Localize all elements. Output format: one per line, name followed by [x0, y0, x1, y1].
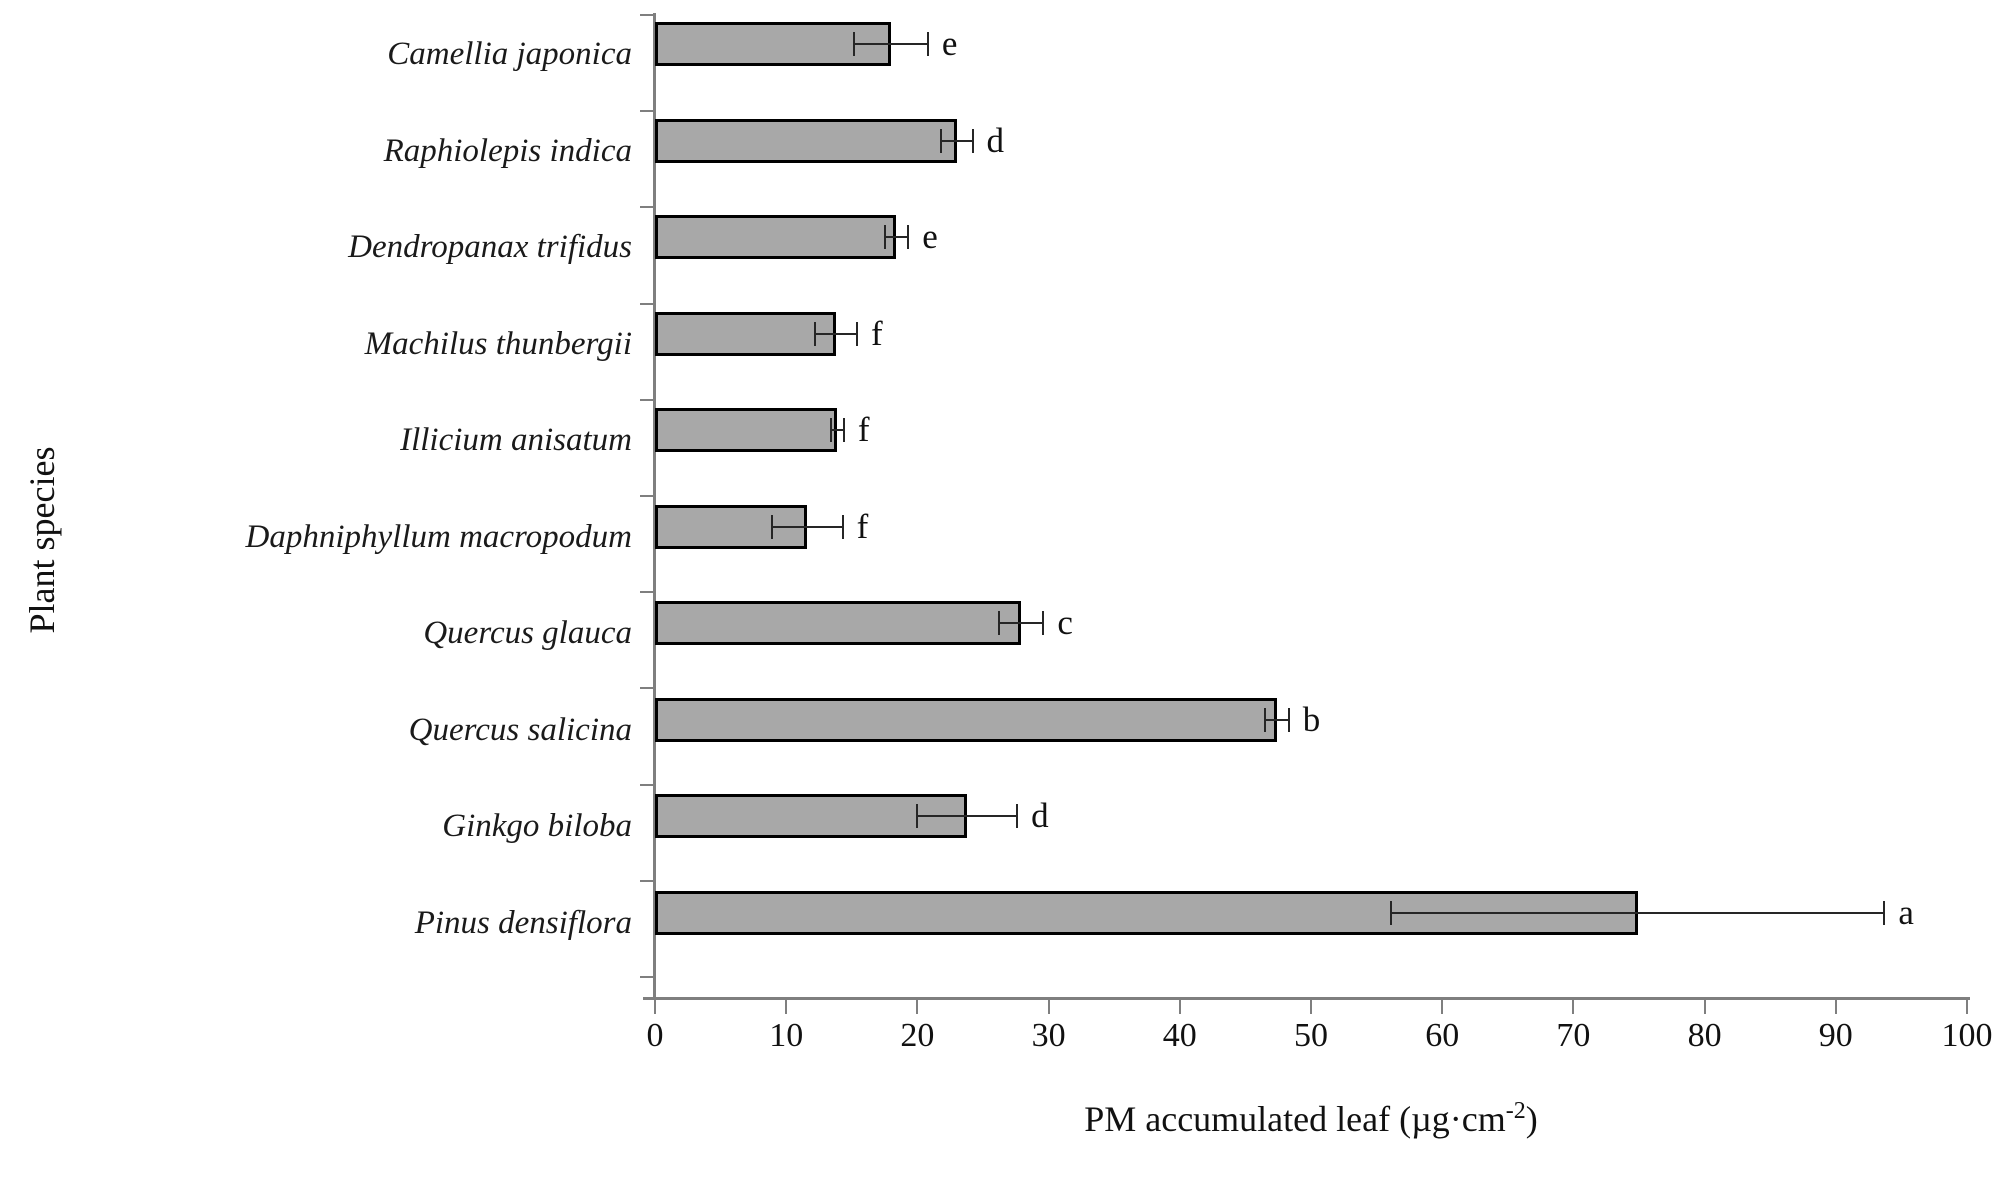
x-tick-label: 50: [1294, 1017, 1328, 1054]
error-bar: [917, 815, 1018, 817]
significance-letter: c: [1057, 603, 1073, 642]
error-bar-left-cap: [997, 611, 1000, 635]
bar: [655, 601, 1022, 645]
error-bar: [854, 43, 928, 45]
error-bar: [884, 236, 909, 238]
x-axis-tick: [1178, 1000, 1181, 1014]
y-axis-tick: [640, 398, 655, 401]
x-axis-tick: [785, 1000, 788, 1014]
y-axis-tick: [640, 783, 655, 786]
error-bar-right-cap: [907, 225, 910, 249]
error-bar-left-cap: [770, 514, 773, 539]
x-axis-tick: [1834, 1000, 1837, 1014]
x-tick-label: 100: [1941, 1017, 1993, 1054]
significance-letter: f: [856, 506, 869, 546]
bar: [655, 22, 892, 66]
error-bar-left-cap: [1390, 900, 1393, 925]
bar: [655, 215, 897, 259]
bar: [655, 408, 838, 452]
category-label: Raphiolepis indica: [383, 132, 632, 169]
significance-letter: d: [986, 120, 1005, 160]
error-bar: [815, 332, 858, 335]
y-axis-tick: [640, 879, 655, 882]
bar: [655, 118, 957, 163]
x-tick-label: 30: [1031, 1017, 1066, 1054]
error-bar-left-cap: [1264, 707, 1267, 732]
error-bar-right-cap: [1016, 804, 1019, 828]
error-bar-left-cap: [853, 32, 856, 56]
y-axis-tick: [640, 14, 655, 16]
x-tick-label: 0: [646, 1017, 664, 1054]
error-bar-left-cap: [883, 225, 886, 249]
error-bar-left-cap: [829, 418, 832, 442]
error-bar-right-cap: [926, 32, 929, 56]
error-bar-right-cap: [1287, 707, 1290, 732]
x-axis-title-superscript: -2: [1505, 1098, 1526, 1124]
error-bar-right-cap: [842, 418, 845, 442]
error-bar: [830, 429, 844, 431]
category-label: Ginkgo biloba: [442, 808, 632, 844]
x-tick-label: 70: [1556, 1017, 1591, 1054]
category-label: Dendropanax trifidus: [348, 229, 632, 265]
x-tick-label: 80: [1687, 1017, 1722, 1054]
y-axis-tick: [640, 495, 655, 497]
error-bar: [998, 622, 1044, 624]
x-axis-title: PM accumulated leaf (µg·cm-2): [655, 1098, 1967, 1140]
x-axis-title-text: PM accumulated leaf (µg·cm: [1084, 1099, 1506, 1139]
x-tick-label: 20: [900, 1017, 935, 1054]
category-label: Machilus thunbergii: [364, 325, 632, 362]
x-axis-line: [643, 997, 1970, 1000]
significance-letter: a: [1898, 892, 1914, 932]
error-bar: [1391, 911, 1885, 914]
category-label: Illicium anisatum: [400, 422, 632, 458]
significance-letter: f: [871, 313, 883, 353]
x-tick-label: 90: [1818, 1017, 1853, 1054]
x-axis-tick: [1310, 1000, 1312, 1014]
x-tick-label: 10: [769, 1017, 804, 1054]
x-axis-tick: [1572, 1000, 1575, 1014]
y-axis-line: [653, 13, 656, 997]
category-label: Pinus densiflora: [414, 904, 632, 941]
bar: [655, 697, 1277, 742]
category-label: Quercus glauca: [423, 615, 632, 651]
x-axis-title-close: ): [1525, 1099, 1538, 1139]
error-bar-right-cap: [856, 321, 859, 346]
category-label: Camellia japonica: [387, 36, 632, 72]
x-axis-tick: [1966, 1000, 1968, 1014]
error-bar-left-cap: [916, 804, 919, 828]
category-label: Quercus salicina: [408, 711, 632, 748]
error-bar-right-cap: [1042, 611, 1045, 635]
x-tick-label: 40: [1162, 1017, 1197, 1054]
significance-letter: e: [941, 24, 958, 63]
x-axis-tick: [654, 1000, 656, 1014]
x-axis-tick: [1441, 1000, 1444, 1014]
error-bar-right-cap: [1883, 900, 1886, 925]
error-bar-left-cap: [814, 321, 817, 346]
error-bar: [771, 525, 843, 528]
y-axis-tick: [640, 976, 655, 978]
category-label: Daphniphyllum macropodum: [245, 518, 633, 555]
significance-letter: f: [857, 410, 870, 449]
error-bar-right-cap: [841, 514, 844, 539]
error-bar: [1265, 718, 1289, 721]
significance-letter: b: [1302, 699, 1321, 739]
y-axis-tick: [640, 687, 655, 690]
y-axis-tick: [640, 591, 655, 594]
y-axis-tick: [640, 110, 655, 113]
y-axis-tick: [640, 206, 655, 209]
x-axis-tick: [1703, 1000, 1706, 1014]
significance-letter: e: [922, 217, 938, 256]
error-bar-right-cap: [971, 128, 974, 153]
x-axis-tick: [1047, 1000, 1050, 1014]
bar: [655, 311, 837, 356]
x-axis-tick: [916, 1000, 919, 1014]
y-axis-tick: [640, 302, 655, 305]
error-bar-left-cap: [940, 128, 943, 153]
significance-letter: d: [1031, 796, 1049, 835]
x-tick-label: 60: [1425, 1017, 1460, 1054]
error-bar: [941, 139, 973, 142]
